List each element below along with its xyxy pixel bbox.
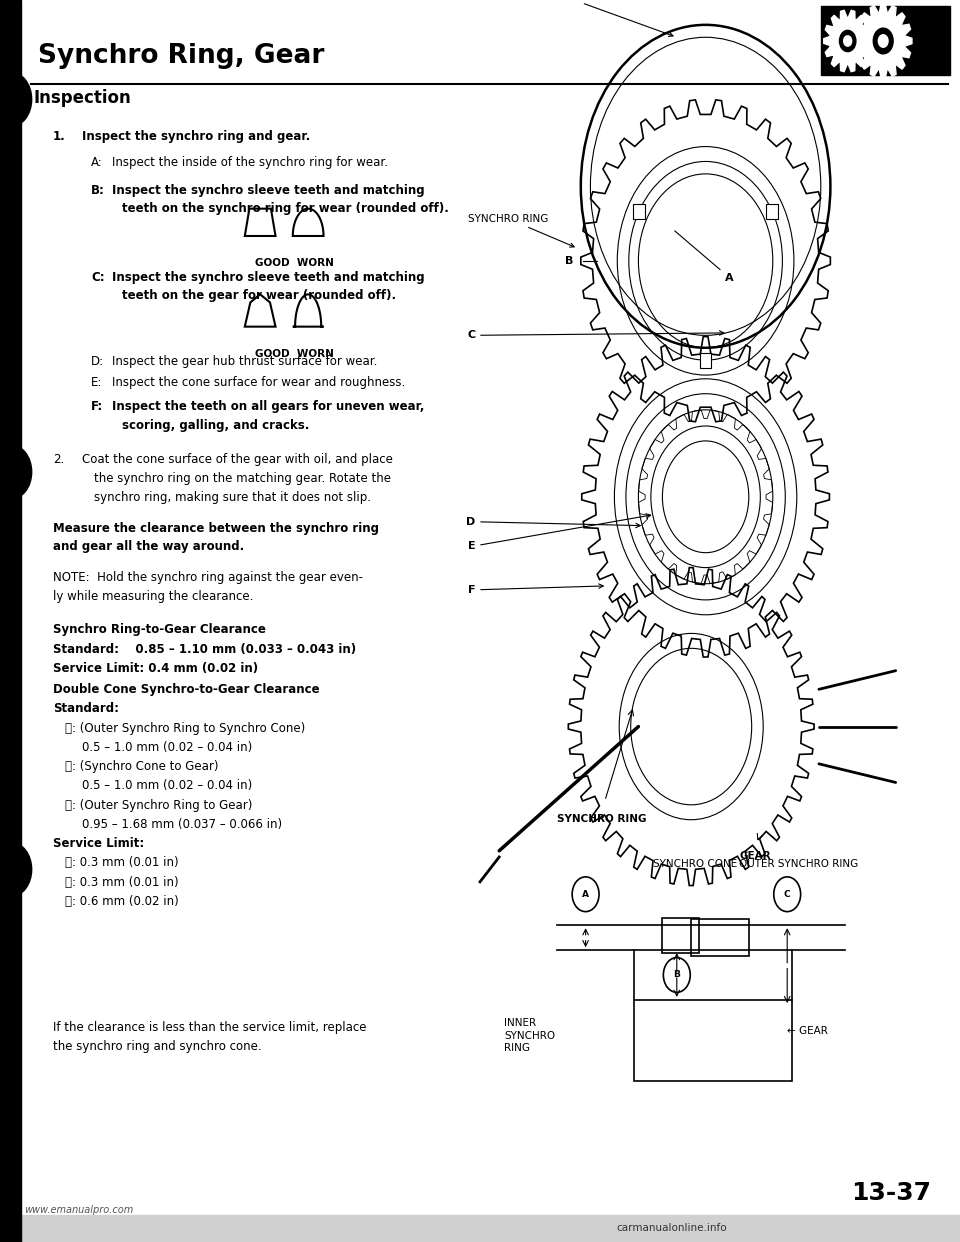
Text: Inspect the synchro ring and gear.: Inspect the synchro ring and gear.: [82, 130, 310, 143]
Circle shape: [0, 842, 32, 897]
Text: 1.: 1.: [53, 130, 65, 143]
Bar: [766, 204, 778, 219]
Bar: [0, 1215, 960, 1242]
Text: Inspect the inside of the synchro ring for wear.: Inspect the inside of the synchro ring f…: [112, 156, 388, 169]
Bar: [634, 1000, 792, 1081]
Bar: [634, 204, 645, 219]
Text: Inspect the gear hub thrust surface for wear.: Inspect the gear hub thrust surface for …: [112, 355, 377, 368]
Text: 0.5 – 1.0 mm (0.02 – 0.04 in): 0.5 – 1.0 mm (0.02 – 0.04 in): [82, 740, 252, 754]
Text: A:: A:: [91, 156, 103, 169]
Text: carmanualonline.info: carmanualonline.info: [616, 1223, 728, 1233]
Text: Ⓒ: 0.6 mm (0.02 in): Ⓒ: 0.6 mm (0.02 in): [65, 895, 179, 908]
Circle shape: [878, 35, 888, 47]
Text: Inspection: Inspection: [34, 89, 132, 107]
Text: SYNCHRO RING: SYNCHRO RING: [557, 814, 646, 823]
Text: GOOD  WORN: GOOD WORN: [255, 258, 334, 268]
Text: Coat the cone surface of the gear with oil, and place: Coat the cone surface of the gear with o…: [82, 453, 393, 466]
Text: Inspect the synchro sleeve teeth and matching: Inspect the synchro sleeve teeth and mat…: [112, 271, 425, 283]
Polygon shape: [824, 10, 872, 72]
Bar: [821, 6, 950, 75]
Text: the synchro ring and synchro cone.: the synchro ring and synchro cone.: [53, 1040, 261, 1052]
Text: Double Cone Synchro-to-Gear Clearance: Double Cone Synchro-to-Gear Clearance: [53, 683, 320, 696]
Text: Measure the clearance between the synchro ring: Measure the clearance between the synchr…: [53, 522, 379, 534]
Text: INNER
SYNCHRO
RING: INNER SYNCHRO RING: [504, 1018, 555, 1053]
Bar: [691, 919, 749, 956]
Bar: [0, 0, 21, 1242]
Text: Service Limit:: Service Limit:: [53, 837, 144, 850]
Text: SYNCHRO RING: SYNCHRO RING: [468, 214, 574, 247]
Text: the synchro ring on the matching gear. Rotate the: the synchro ring on the matching gear. R…: [94, 472, 391, 484]
Text: teeth on the synchro ring for wear (rounded off).: teeth on the synchro ring for wear (roun…: [122, 202, 448, 215]
Text: C:: C:: [91, 271, 105, 283]
Circle shape: [844, 36, 852, 46]
Circle shape: [839, 30, 856, 52]
Text: Ⓒ: (Outer Synchro Ring to Gear): Ⓒ: (Outer Synchro Ring to Gear): [65, 799, 252, 811]
Text: scoring, galling, and cracks.: scoring, galling, and cracks.: [122, 419, 309, 431]
Text: 2.: 2.: [53, 453, 64, 466]
Circle shape: [0, 445, 32, 499]
Text: E: E: [468, 514, 651, 551]
Text: Synchro Ring-to-Gear Clearance: Synchro Ring-to-Gear Clearance: [53, 623, 266, 636]
Text: A: A: [582, 889, 589, 899]
Text: B:: B:: [91, 184, 105, 196]
Circle shape: [874, 29, 893, 53]
Bar: [662, 918, 699, 953]
Text: F:: F:: [91, 400, 104, 412]
Text: 0.5 – 1.0 mm (0.02 – 0.04 in): 0.5 – 1.0 mm (0.02 – 0.04 in): [82, 780, 252, 792]
Text: D:: D:: [91, 355, 105, 368]
Text: SYNCHRO SPRING: SYNCHRO SPRING: [514, 0, 673, 36]
Polygon shape: [854, 4, 912, 78]
Text: Inspect the teeth on all gears for uneven wear,: Inspect the teeth on all gears for uneve…: [112, 400, 424, 412]
Text: D: D: [466, 517, 640, 528]
Text: GOOD  WORN: GOOD WORN: [255, 349, 334, 359]
Text: GEAR: GEAR: [739, 851, 771, 861]
Text: Service Limit: 0.4 mm (0.02 in): Service Limit: 0.4 mm (0.02 in): [53, 662, 258, 674]
Text: ← GEAR: ← GEAR: [787, 1026, 828, 1036]
Text: C: C: [468, 330, 724, 340]
Bar: [700, 353, 711, 368]
Text: and gear all the way around.: and gear all the way around.: [53, 540, 244, 553]
Text: SYNCHRO CONE: SYNCHRO CONE: [653, 859, 737, 869]
Text: Ⓐ: (Outer Synchro Ring to Synchro Cone): Ⓐ: (Outer Synchro Ring to Synchro Cone): [65, 722, 305, 734]
Text: A: A: [725, 273, 733, 283]
Text: F: F: [468, 584, 603, 595]
Text: NOTE:  Hold the synchro ring against the gear even-: NOTE: Hold the synchro ring against the …: [53, 571, 363, 584]
Text: OUTER SYNCHRO RING: OUTER SYNCHRO RING: [739, 859, 858, 869]
Text: If the clearance is less than the service limit, replace: If the clearance is less than the servic…: [53, 1021, 367, 1033]
Text: Ⓐ: 0.3 mm (0.01 in): Ⓐ: 0.3 mm (0.01 in): [65, 857, 179, 869]
Text: ly while measuring the clearance.: ly while measuring the clearance.: [53, 590, 253, 602]
Text: Ⓑ: 0.3 mm (0.01 in): Ⓑ: 0.3 mm (0.01 in): [65, 876, 179, 888]
Text: synchro ring, making sure that it does not slip.: synchro ring, making sure that it does n…: [94, 491, 372, 503]
Text: www.emanualpro.com: www.emanualpro.com: [24, 1205, 133, 1215]
Text: B: B: [564, 256, 573, 266]
Text: Standard:    0.85 – 1.10 mm (0.033 – 0.043 in): Standard: 0.85 – 1.10 mm (0.033 – 0.043 …: [53, 643, 356, 656]
Text: Inspect the synchro sleeve teeth and matching: Inspect the synchro sleeve teeth and mat…: [112, 184, 425, 196]
Text: B: B: [673, 970, 681, 980]
Text: Synchro Ring, Gear: Synchro Ring, Gear: [38, 43, 324, 70]
Text: teeth on the gear for wear (rounded off).: teeth on the gear for wear (rounded off)…: [122, 289, 396, 302]
Text: Standard:: Standard:: [53, 703, 119, 715]
Circle shape: [0, 72, 32, 127]
Text: Inspect the cone surface for wear and roughness.: Inspect the cone surface for wear and ro…: [112, 376, 405, 389]
Text: 13-37: 13-37: [852, 1181, 931, 1205]
Text: Ⓑ: (Synchro Cone to Gear): Ⓑ: (Synchro Cone to Gear): [65, 760, 219, 773]
Text: 0.95 – 1.68 mm (0.037 – 0.066 in): 0.95 – 1.68 mm (0.037 – 0.066 in): [82, 818, 281, 831]
Text: E:: E:: [91, 376, 103, 389]
Text: C: C: [784, 889, 790, 899]
